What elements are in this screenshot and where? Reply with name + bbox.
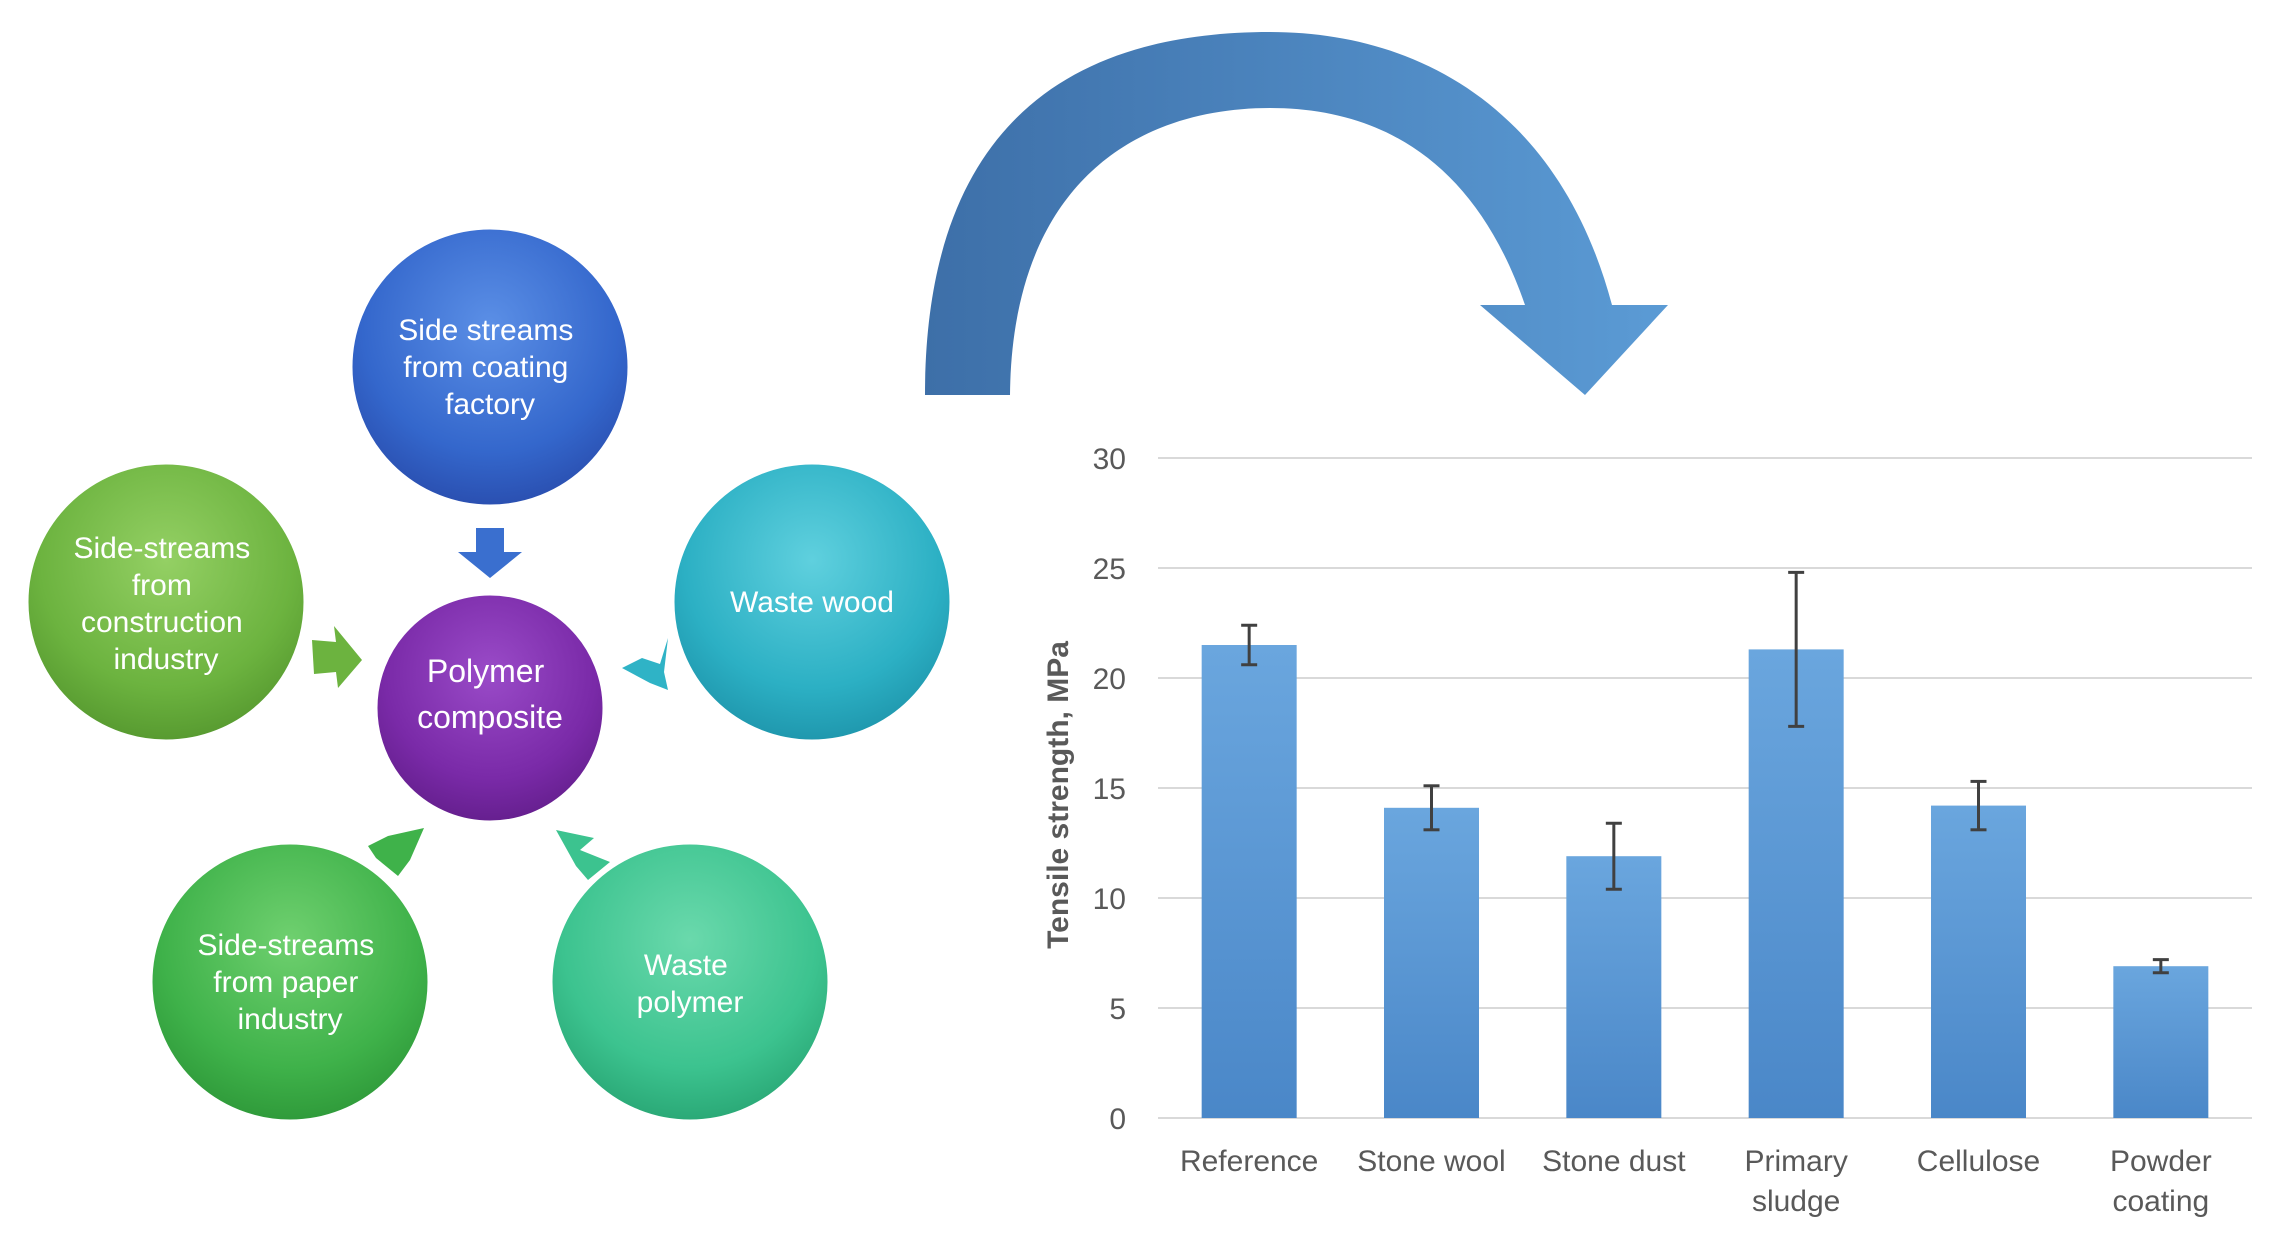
x-tick-label-line: Powder xyxy=(2110,1145,2212,1178)
node-paper-industry: Side-streams from paper industry xyxy=(147,839,433,1125)
y-tick-label: 15 xyxy=(1093,773,1126,806)
bar xyxy=(1931,805,2026,1118)
node-waste-polymer: Waste polymer xyxy=(547,839,833,1125)
bar xyxy=(2113,966,2209,1118)
bar xyxy=(1384,807,1479,1118)
svg-text:Polymer composite: Polymer composite xyxy=(417,653,563,735)
chart-error-bars xyxy=(1241,570,2169,975)
y-tick-label: 10 xyxy=(1093,883,1126,916)
y-tick-label: 20 xyxy=(1093,663,1126,696)
error-bar xyxy=(1423,784,1440,832)
x-tick-label-line: Cellulose xyxy=(1917,1145,2040,1178)
chart-bars xyxy=(1201,645,2209,1118)
polymer-label-line-2: polymer xyxy=(637,986,744,1019)
coating-label-line-3: factory xyxy=(445,388,535,421)
error-bar xyxy=(1605,821,1622,891)
y-tick-label: 30 xyxy=(1093,443,1126,476)
polymer-label-line-1: Waste xyxy=(644,949,728,982)
error-bar xyxy=(1241,623,1258,667)
construction-label-line-3: construction xyxy=(81,606,243,639)
x-axis-ticks: Reference Stone wool Stone dust Primary slud… xyxy=(1180,1145,2212,1218)
y-tick-label: 0 xyxy=(1109,1103,1126,1136)
x-tick-label-line: Stone dust xyxy=(1542,1145,1686,1178)
x-tick-label-line: sludge xyxy=(1752,1185,1840,1218)
x-tick-label: Stone dust xyxy=(1542,1145,1686,1178)
svg-text:Side streams from coatin: Side streams from coating factory xyxy=(398,314,581,421)
center-node: Polymer composite xyxy=(372,590,608,826)
y-axis-label: Tensile strength, MPa xyxy=(1042,641,1075,949)
y-tick-label: 25 xyxy=(1093,553,1126,586)
x-tick-label: Reference xyxy=(1180,1145,1318,1178)
error-bar xyxy=(1970,779,1987,832)
wood-label-line-1: Waste wood xyxy=(730,586,894,619)
x-tick-label-line: coating xyxy=(2112,1185,2209,1218)
bar xyxy=(1566,856,1662,1118)
arrow-paper-icon xyxy=(368,828,424,876)
x-tick-label-line: Reference xyxy=(1180,1145,1318,1178)
x-tick-label: Powder coating xyxy=(2110,1145,2212,1218)
svg-text:Waste wood: Waste wood xyxy=(730,586,894,619)
x-tick-label: Stone wool xyxy=(1357,1145,1505,1178)
svg-text:Waste polymer: Waste polymer xyxy=(637,949,744,1019)
coating-label-line-2: from coating xyxy=(403,351,568,384)
svg-text:Side-streams from paper: Side-streams from paper industry xyxy=(197,929,382,1036)
paper-label-line-2: from paper xyxy=(213,966,358,999)
center-label-line-2: composite xyxy=(417,699,563,735)
arrow-coating-icon xyxy=(458,528,522,578)
y-tick-label: 5 xyxy=(1109,993,1126,1026)
x-tick-label: Primary sludge xyxy=(1744,1145,1847,1218)
error-bar xyxy=(2152,958,2169,975)
chart-gridlines xyxy=(1158,457,2252,1119)
paper-label-line-1: Side-streams xyxy=(197,929,374,962)
construction-label-line-4: industry xyxy=(113,643,218,676)
coating-label-line-1: Side streams xyxy=(398,314,573,347)
x-tick-label: Cellulose xyxy=(1917,1145,2040,1178)
x-tick-label-line: Stone wool xyxy=(1357,1145,1505,1178)
y-axis-ticks: 0 5 10 15 20 25 30 xyxy=(1093,443,1126,1136)
node-waste-wood: Waste wood xyxy=(669,459,955,745)
node-coating-factory: Side streams from coating factory xyxy=(347,224,633,510)
construction-label-line-2: from xyxy=(132,569,192,602)
bar xyxy=(1201,645,1297,1118)
paper-label-line-3: industry xyxy=(237,1003,342,1036)
construction-label-line-1: Side-streams xyxy=(73,532,250,565)
arrow-polymer-icon xyxy=(556,830,610,880)
node-construction-industry: Side-streams from construction industry xyxy=(23,459,309,745)
center-label-line-1: Polymer xyxy=(427,653,545,689)
arrow-wood-icon xyxy=(622,638,668,690)
svg-text:Side-streams from: Side-streams from construction industry xyxy=(73,532,258,676)
curved-arrow-icon xyxy=(925,32,1668,395)
arrow-construction-icon xyxy=(312,626,362,688)
x-tick-label-line: Primary xyxy=(1744,1145,1847,1178)
error-bar xyxy=(1788,570,1805,728)
bar-chart: 0 5 10 15 20 25 30 Reference Stone wool Stone du… xyxy=(1042,443,2252,1218)
